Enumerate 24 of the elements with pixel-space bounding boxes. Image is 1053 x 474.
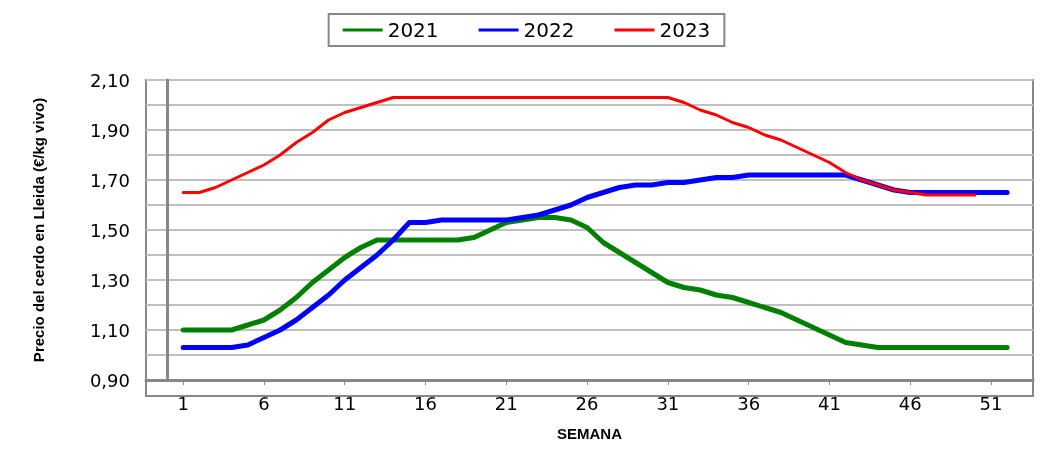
x-tick-label: 41	[817, 392, 841, 414]
line-series	[181, 96, 977, 197]
legend-label: 2022	[523, 18, 575, 42]
y-tick-label: 1,90	[89, 119, 130, 141]
x-tick-label: 11	[333, 392, 357, 414]
x-tick-label: 46	[898, 392, 922, 414]
x-tick-label: 21	[494, 392, 518, 414]
x-axis-title: SEMANA	[556, 425, 623, 442]
x-tick-label: 31	[656, 392, 680, 414]
y-tick-label: 2,10	[89, 69, 130, 91]
y-tick-label: 0,90	[89, 369, 130, 391]
y-tick-label: 1,10	[89, 319, 130, 341]
legend-label: 2021	[387, 18, 439, 42]
x-tick-label: 51	[979, 392, 1003, 414]
x-tick-label: 6	[258, 392, 270, 414]
y-tick-label: 1,30	[89, 269, 130, 291]
y-tick-label: 1,70	[89, 169, 130, 191]
x-tick-label: 1	[177, 392, 189, 414]
y-axis-title: Precio del cerdo en Lleida (€/kg vivo)	[30, 97, 47, 363]
legend-label: 2023	[659, 18, 711, 42]
y-tick-label: 1,50	[89, 219, 130, 241]
x-tick-label: 36	[737, 392, 761, 414]
x-tick-label: 26	[575, 392, 599, 414]
x-tick-label: 16	[414, 392, 437, 414]
